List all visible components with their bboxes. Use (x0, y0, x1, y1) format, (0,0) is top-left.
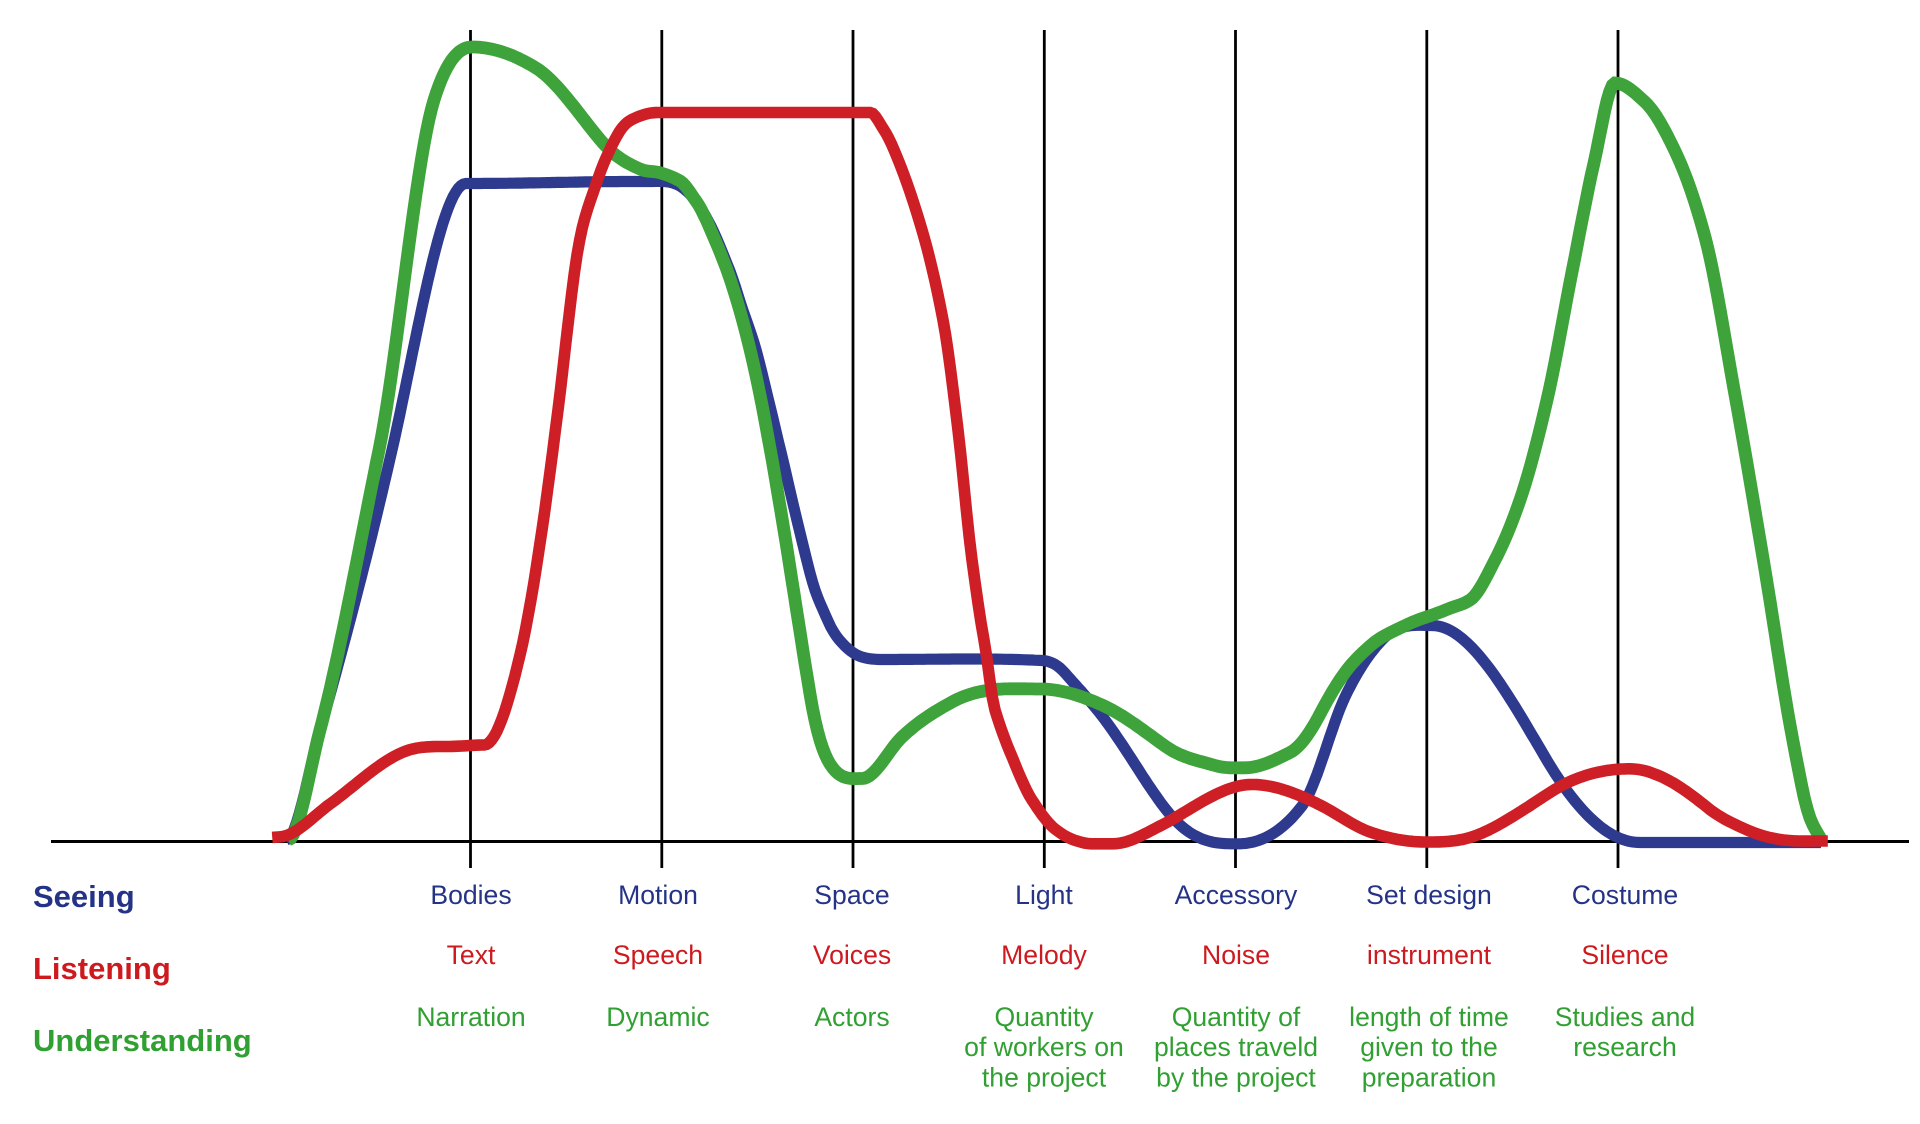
svg-text:instrument: instrument (1367, 940, 1492, 970)
svg-text:Voices: Voices (813, 940, 891, 970)
svg-text:Actors: Actors (814, 1002, 889, 1032)
svg-text:Set design: Set design (1366, 880, 1492, 910)
svg-text:Space: Space (814, 880, 889, 910)
svg-text:Quantity: Quantity (994, 1002, 1094, 1032)
svg-text:Bodies: Bodies (430, 880, 511, 910)
svg-text:Accessory: Accessory (1175, 880, 1298, 910)
svg-text:Speech: Speech (613, 940, 703, 970)
svg-text:research: research (1573, 1032, 1676, 1062)
svg-text:Motion: Motion (618, 880, 698, 910)
svg-text:Costume: Costume (1572, 880, 1678, 910)
svg-text:Narration: Narration (416, 1002, 525, 1032)
svg-text:Dynamic: Dynamic (606, 1002, 709, 1032)
svg-text:Light: Light (1015, 880, 1073, 910)
svg-text:preparation: preparation (1362, 1062, 1497, 1092)
svg-text:Silence: Silence (1581, 940, 1668, 970)
svg-text:the project: the project (982, 1062, 1107, 1092)
svg-text:Understanding: Understanding (33, 1023, 252, 1058)
svg-text:of workers on: of workers on (964, 1032, 1124, 1062)
svg-text:Listening: Listening (33, 951, 171, 986)
svg-text:Noise: Noise (1202, 940, 1270, 970)
svg-text:by the project: by the project (1156, 1062, 1316, 1092)
svg-text:Melody: Melody (1001, 940, 1087, 970)
svg-text:Quantity of: Quantity of (1172, 1002, 1301, 1032)
svg-text:Studies and: Studies and (1555, 1002, 1695, 1032)
svg-text:Text: Text (447, 940, 496, 970)
svg-text:Seeing: Seeing (33, 879, 135, 914)
svg-text:places traveld: places traveld (1154, 1032, 1318, 1062)
svg-text:given to the: given to the (1360, 1032, 1498, 1062)
svg-text:length of time: length of time (1349, 1002, 1509, 1032)
